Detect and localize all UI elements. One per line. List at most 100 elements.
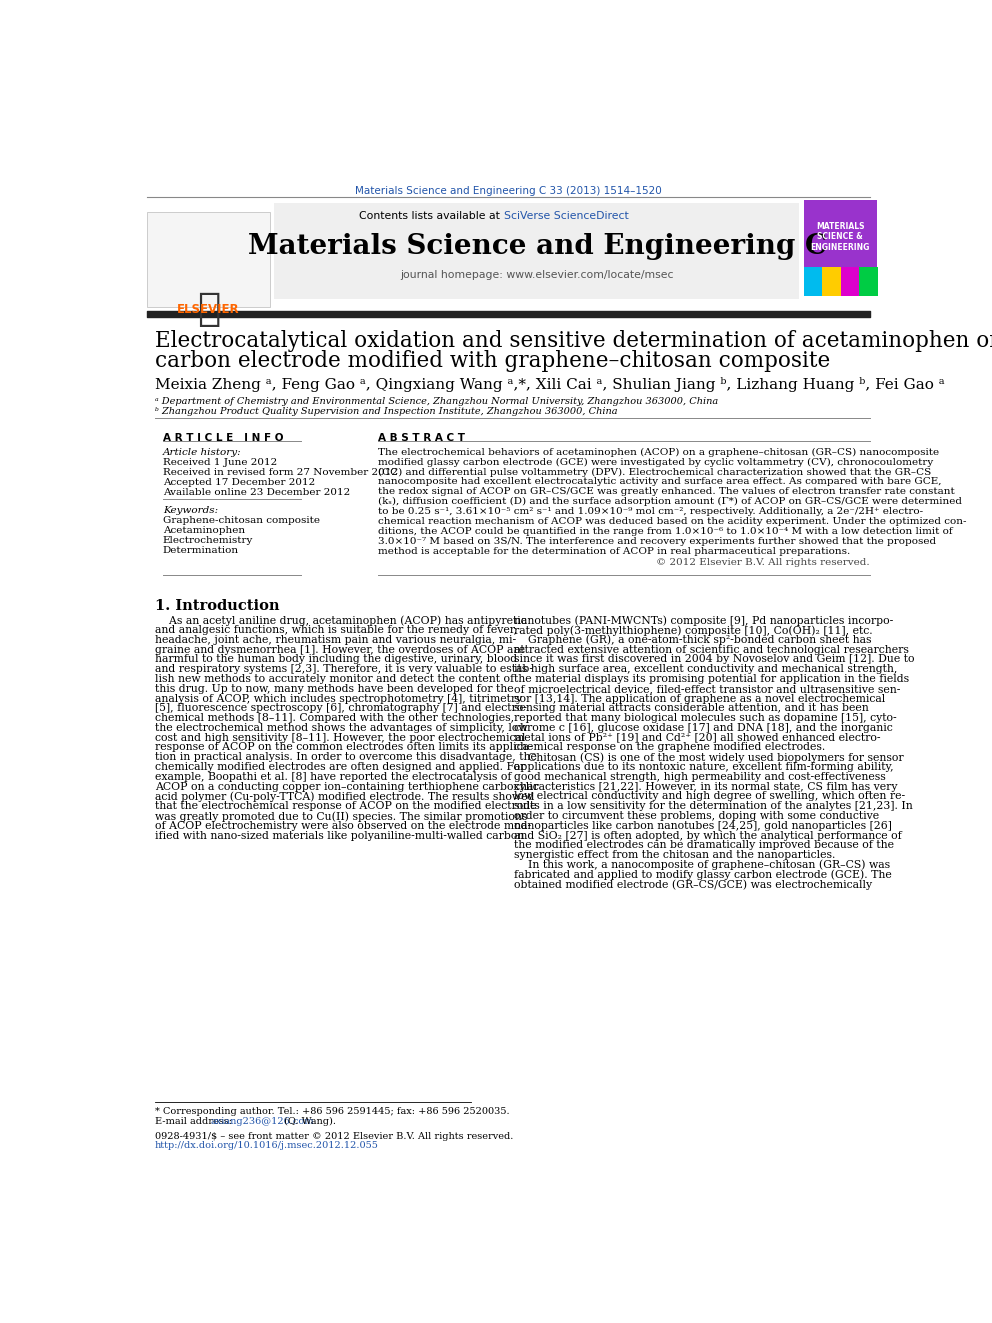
Text: and SiO₂ [27] is often adopted, by which the analytical performance of: and SiO₂ [27] is often adopted, by which… bbox=[514, 831, 902, 840]
Text: Chitosan (CS) is one of the most widely used biopolymers for sensor: Chitosan (CS) is one of the most widely … bbox=[514, 753, 904, 763]
Text: Meixia Zheng ᵃ, Feng Gao ᵃ, Qingxiang Wang ᵃ,*, Xili Cai ᵃ, Shulian Jiang ᵇ, Liz: Meixia Zheng ᵃ, Feng Gao ᵃ, Qingxiang Wa… bbox=[155, 377, 944, 392]
Text: synergistic effect from the chitosan and the nanoparticles.: synergistic effect from the chitosan and… bbox=[514, 851, 835, 860]
Text: example, Boopathi et al. [8] have reported the electrocatalysis of: example, Boopathi et al. [8] have report… bbox=[155, 771, 512, 782]
Text: since it was first discovered in 2004 by Novoselov and Geim [12]. Due to: since it was first discovered in 2004 by… bbox=[514, 655, 915, 664]
Text: chemical reaction mechanism of ACOP was deduced based on the acidity experiment.: chemical reaction mechanism of ACOP was … bbox=[378, 517, 966, 527]
Text: 0928-4931/$ – see front matter © 2012 Elsevier B.V. All rights reserved.: 0928-4931/$ – see front matter © 2012 El… bbox=[155, 1132, 514, 1140]
Text: (kₛ), diffusion coefficient (D) and the surface adsorption amount (Γ*) of ACOP o: (kₛ), diffusion coefficient (D) and the … bbox=[378, 497, 962, 507]
Text: obtained modified electrode (GR–CS/GCE) was electrochemically: obtained modified electrode (GR–CS/GCE) … bbox=[514, 880, 872, 890]
Text: reported that many biological molecules such as dopamine [15], cyto-: reported that many biological molecules … bbox=[514, 713, 897, 724]
Text: ified with nano-sized materials like polyaniline-multi-walled carbon: ified with nano-sized materials like pol… bbox=[155, 831, 525, 840]
Text: metal ions of Pb²⁺ [19] and Cd²⁺ [20] all showed enhanced electro-: metal ions of Pb²⁺ [19] and Cd²⁺ [20] al… bbox=[514, 733, 880, 742]
Text: acid polymer (Cu-poly-TTCA) modified electrode. The results showed: acid polymer (Cu-poly-TTCA) modified ele… bbox=[155, 791, 535, 802]
Text: the material displays its promising potential for application in the fields: the material displays its promising pote… bbox=[514, 673, 909, 684]
Text: characteristics [21,22]. However, in its normal state, CS film has very: characteristics [21,22]. However, in its… bbox=[514, 782, 898, 791]
Text: E-mail address:: E-mail address: bbox=[155, 1117, 235, 1126]
Text: SciVerse ScienceDirect: SciVerse ScienceDirect bbox=[504, 212, 629, 221]
Text: the electrochemical method shows the advantages of simplicity, low: the electrochemical method shows the adv… bbox=[155, 722, 528, 733]
Bar bbox=[804, 266, 822, 296]
Text: applications due to its nontoxic nature, excellent film-forming ability,: applications due to its nontoxic nature,… bbox=[514, 762, 894, 773]
Bar bbox=[841, 266, 859, 296]
Text: nanotubes (PANI-MWCNTs) composite [9], Pd nanoparticles incorpo-: nanotubes (PANI-MWCNTs) composite [9], P… bbox=[514, 615, 893, 626]
Text: to be 0.25 s⁻¹, 3.61×10⁻⁵ cm² s⁻¹ and 1.09×10⁻⁹ mol cm⁻², respectively. Addition: to be 0.25 s⁻¹, 3.61×10⁻⁵ cm² s⁻¹ and 1.… bbox=[378, 507, 924, 516]
Text: Keywords:: Keywords: bbox=[163, 505, 218, 515]
Text: chemical methods [8–11]. Compared with the other technologies,: chemical methods [8–11]. Compared with t… bbox=[155, 713, 514, 724]
Text: chemical response on the graphene modified electrodes.: chemical response on the graphene modifi… bbox=[514, 742, 825, 753]
Text: analysis of ACOP, which includes spectrophotometry [4], titrimetry: analysis of ACOP, which includes spectro… bbox=[155, 693, 522, 704]
Text: A B S T R A C T: A B S T R A C T bbox=[378, 433, 465, 443]
Text: sor [13,14]. The application of graphene as a novel electrochemical: sor [13,14]. The application of graphene… bbox=[514, 693, 885, 704]
Text: [5], fluorescence spectroscopy [6], chromatography [7] and electro-: [5], fluorescence spectroscopy [6], chro… bbox=[155, 704, 527, 713]
Text: axiang236@126.com: axiang236@126.com bbox=[210, 1117, 314, 1126]
Text: 🌳: 🌳 bbox=[196, 290, 220, 328]
Text: sults in a low sensitivity for the determination of the analytes [21,23]. In: sults in a low sensitivity for the deter… bbox=[514, 802, 913, 811]
Text: fabricated and applied to modify glassy carbon electrode (GCE). The: fabricated and applied to modify glassy … bbox=[514, 869, 892, 880]
Text: 1. Introduction: 1. Introduction bbox=[155, 599, 280, 613]
Text: nanoparticles like carbon nanotubes [24,25], gold nanoparticles [26]: nanoparticles like carbon nanotubes [24,… bbox=[514, 820, 892, 831]
Text: journal homepage: www.elsevier.com/locate/msec: journal homepage: www.elsevier.com/locat… bbox=[401, 270, 674, 279]
Text: of microelectrical device, filed-effect transistor and ultrasensitive sen-: of microelectrical device, filed-effect … bbox=[514, 684, 900, 693]
Text: modified glassy carbon electrode (GCE) were investigated by cyclic voltammetry (: modified glassy carbon electrode (GCE) w… bbox=[378, 458, 933, 467]
Text: © 2012 Elsevier B.V. All rights reserved.: © 2012 Elsevier B.V. All rights reserved… bbox=[656, 558, 870, 568]
Text: and analgesic functions, which is suitable for the remedy of fever,: and analgesic functions, which is suitab… bbox=[155, 626, 517, 635]
Text: Contents lists available at: Contents lists available at bbox=[359, 212, 504, 221]
Bar bbox=[804, 200, 877, 296]
Text: ACOP on a conducting copper ion–containing terthiophene carboxylic: ACOP on a conducting copper ion–containi… bbox=[155, 782, 539, 791]
Text: that the electrochemical response of ACOP on the modified electrode: that the electrochemical response of ACO… bbox=[155, 802, 537, 811]
Text: Materials Science and Engineering C: Materials Science and Engineering C bbox=[248, 233, 826, 259]
Text: carbon electrode modified with graphene–chitosan composite: carbon electrode modified with graphene–… bbox=[155, 349, 830, 372]
Text: sensing material attracts considerable attention, and it has been: sensing material attracts considerable a… bbox=[514, 704, 869, 713]
Text: http://dx.doi.org/10.1016/j.msec.2012.12.055: http://dx.doi.org/10.1016/j.msec.2012.12… bbox=[155, 1142, 379, 1150]
Text: Graphene-chitosan composite: Graphene-chitosan composite bbox=[163, 516, 319, 525]
Text: In this work, a nanocomposite of graphene–chitosan (GR–CS) was: In this work, a nanocomposite of graphen… bbox=[514, 860, 890, 871]
Text: rated poly(3-methylthiophene) composite [10], Co(OH)₂ [11], etc.: rated poly(3-methylthiophene) composite … bbox=[514, 626, 872, 636]
Text: attracted extensive attention of scientific and technological researchers: attracted extensive attention of scienti… bbox=[514, 644, 909, 655]
Text: * Corresponding author. Tel.: +86 596 2591445; fax: +86 596 2520035.: * Corresponding author. Tel.: +86 596 25… bbox=[155, 1107, 510, 1117]
Text: (Q. Wang).: (Q. Wang). bbox=[281, 1117, 335, 1126]
Text: ᵃ Department of Chemistry and Environmental Science, Zhangzhou Normal University: ᵃ Department of Chemistry and Environmen… bbox=[155, 397, 718, 406]
Text: good mechanical strength, high permeability and cost-effectiveness: good mechanical strength, high permeabil… bbox=[514, 771, 886, 782]
Text: Received 1 June 2012: Received 1 June 2012 bbox=[163, 458, 277, 467]
Text: order to circumvent these problems, doping with some conductive: order to circumvent these problems, dopi… bbox=[514, 811, 879, 822]
Bar bbox=[274, 202, 799, 299]
Text: response of ACOP on the common electrodes often limits its applica-: response of ACOP on the common electrode… bbox=[155, 742, 533, 753]
Text: Electrocatalytical oxidation and sensitive determination of acetaminophen on gla: Electrocatalytical oxidation and sensiti… bbox=[155, 329, 992, 352]
Text: cost and high sensitivity [8–11]. However, the poor electrochemical: cost and high sensitivity [8–11]. Howeve… bbox=[155, 733, 526, 742]
Text: headache, joint ache, rheumatism pain and various neuralgia, mi-: headache, joint ache, rheumatism pain an… bbox=[155, 635, 516, 644]
Bar bbox=[147, 212, 270, 307]
Text: Determination: Determination bbox=[163, 546, 239, 556]
Text: its high surface area, excellent conductivity and mechanical strength,: its high surface area, excellent conduct… bbox=[514, 664, 897, 675]
Text: Available online 23 December 2012: Available online 23 December 2012 bbox=[163, 488, 350, 496]
Text: Materials Science and Engineering C 33 (2013) 1514–1520: Materials Science and Engineering C 33 (… bbox=[355, 187, 662, 197]
Text: was greatly promoted due to Cu(II) species. The similar promotions: was greatly promoted due to Cu(II) speci… bbox=[155, 811, 528, 822]
Text: of ACOP electrochemistry were also observed on the electrode mod-: of ACOP electrochemistry were also obser… bbox=[155, 820, 531, 831]
Text: low electrical conductivity and high degree of swelling, which often re-: low electrical conductivity and high deg… bbox=[514, 791, 905, 802]
Text: Graphene (GR), a one-atom-thick sp²-bonded carbon sheet has: Graphene (GR), a one-atom-thick sp²-bond… bbox=[514, 635, 871, 646]
Text: method is acceptable for the determination of ACOP in real pharmaceutical prepar: method is acceptable for the determinati… bbox=[378, 546, 850, 556]
Text: chemically modified electrodes are often designed and applied. For: chemically modified electrodes are often… bbox=[155, 762, 525, 773]
Text: the redox signal of ACOP on GR–CS/GCE was greatly enhanced. The values of electr: the redox signal of ACOP on GR–CS/GCE wa… bbox=[378, 487, 955, 496]
Text: and respiratory systems [2,3]. Therefore, it is very valuable to estab-: and respiratory systems [2,3]. Therefore… bbox=[155, 664, 533, 675]
Text: Acetaminophen: Acetaminophen bbox=[163, 527, 245, 534]
Text: graine and dysmenorrhea [1]. However, the overdoses of ACOP are: graine and dysmenorrhea [1]. However, th… bbox=[155, 644, 525, 655]
Text: The electrochemical behaviors of acetaminophen (ACOP) on a graphene–chitosan (GR: The electrochemical behaviors of acetami… bbox=[378, 447, 939, 456]
Text: A R T I C L E   I N F O: A R T I C L E I N F O bbox=[163, 433, 284, 443]
Text: ᵇ Zhangzhou Product Quality Supervision and Inspection Institute, Zhangzhou 3630: ᵇ Zhangzhou Product Quality Supervision … bbox=[155, 407, 618, 417]
Text: nanocomposite had excellent electrocatalytic activity and surface area effect. A: nanocomposite had excellent electrocatal… bbox=[378, 478, 941, 487]
Text: ELSEVIER: ELSEVIER bbox=[178, 303, 240, 316]
Text: harmful to the human body including the digestive, urinary, blood: harmful to the human body including the … bbox=[155, 655, 517, 664]
Text: (CC) and differential pulse voltammetry (DPV). Electrochemical characterization : (CC) and differential pulse voltammetry … bbox=[378, 467, 931, 476]
Text: tion in practical analysis. In order to overcome this disadvantage, the: tion in practical analysis. In order to … bbox=[155, 753, 537, 762]
Text: MATERIALS
SCIENCE &
ENGINEERING: MATERIALS SCIENCE & ENGINEERING bbox=[810, 222, 870, 251]
Bar bbox=[822, 266, 841, 296]
Text: the modified electrodes can be dramatically improved because of the: the modified electrodes can be dramatica… bbox=[514, 840, 894, 851]
Text: Article history:: Article history: bbox=[163, 447, 241, 456]
Text: As an acetyl aniline drug, acetaminophen (ACOP) has antipyretic: As an acetyl aniline drug, acetaminophen… bbox=[155, 615, 527, 626]
Text: 3.0×10⁻⁷ M based on 3S/N. The interference and recovery experiments further show: 3.0×10⁻⁷ M based on 3S/N. The interferen… bbox=[378, 537, 936, 546]
Text: lish new methods to accurately monitor and detect the content of: lish new methods to accurately monitor a… bbox=[155, 673, 514, 684]
Text: ditions, the ACOP could be quantified in the range from 1.0×10⁻⁶ to 1.0×10⁻⁴ M w: ditions, the ACOP could be quantified in… bbox=[378, 527, 953, 536]
Text: Accepted 17 December 2012: Accepted 17 December 2012 bbox=[163, 478, 315, 487]
Text: Received in revised form 27 November 2012: Received in revised form 27 November 201… bbox=[163, 467, 398, 476]
Text: Electrochemistry: Electrochemistry bbox=[163, 536, 253, 545]
Text: chrome c [16], glucose oxidase [17] and DNA [18], and the inorganic: chrome c [16], glucose oxidase [17] and … bbox=[514, 722, 893, 733]
